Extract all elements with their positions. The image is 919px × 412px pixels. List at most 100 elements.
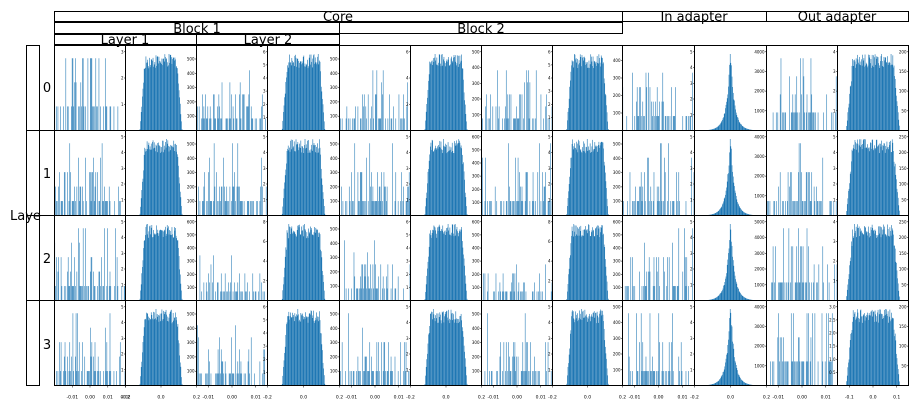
panel-frame [196,300,268,386]
x-tick-label: 0.00 [653,395,663,401]
x-tick-label: 0.2 [763,395,770,401]
histogram-bar [539,273,540,301]
histogram-bar [743,211,744,216]
y-tick-label: 3000 [754,154,765,159]
histogram-bar [361,264,363,301]
histogram-bar [178,340,179,386]
histogram-bar [313,235,314,301]
histogram-bar [85,106,86,131]
histogram-bar [852,310,854,386]
histogram-bar [317,54,319,131]
histogram-bar [93,201,95,216]
histogram-bar [588,67,589,131]
histogram-bar [312,58,314,131]
histogram-bar [365,201,367,216]
histogram-bar [828,313,829,386]
histogram-bar [600,315,602,386]
histogram-bar [873,67,875,131]
histogram-bar [310,226,311,301]
histogram-bar [444,146,445,216]
histogram-bar [875,321,877,386]
y-tick-label: 1000 [754,282,765,287]
histogram-bar [404,118,405,131]
y-tick-label: 1 [690,112,693,117]
histogram-bar [595,146,596,216]
histogram-bar [515,118,516,131]
histogram-bar [117,106,119,131]
histogram-bar [78,242,80,301]
histogram-bar [667,201,668,216]
histogram-bar [437,227,438,301]
histogram-bar [606,281,608,301]
histogram-bar [450,64,451,131]
histogram-bar [872,227,874,301]
histogram-bar [851,330,853,386]
histogram-bar [448,309,449,386]
histogram-bar [352,118,353,131]
histogram-bar [653,371,655,386]
histogram-bar [720,292,722,301]
y-tick-label: 200 [187,272,195,277]
histogram-bar [72,313,74,386]
histogram-bar [503,201,505,216]
histogram-bar [247,361,249,386]
histogram-bar [433,151,435,216]
histogram-bar [232,186,234,216]
histogram-bar [427,353,428,386]
histogram-bar [383,342,385,386]
histogram-bar [370,186,371,216]
histogram-bar [461,154,463,216]
histogram-bar [676,172,677,216]
histogram-bar [166,58,167,131]
histogram-bar [835,76,837,131]
histogram-panel-r3-c10: 0.51.01.52.02.53.0-0.01 0.00 0.01 [766,300,838,401]
row-label-2: 2 [43,252,51,267]
histogram-bar [295,57,297,131]
histogram-bar [299,321,301,386]
histogram-bar [150,149,151,216]
histogram-bar [116,257,118,301]
histogram-bar [848,279,849,301]
x-tick-label: 0.01 [536,395,546,401]
histogram-bar [155,234,156,301]
histogram-bar [597,225,599,301]
histogram-bar [78,371,79,386]
histogram-bar [219,186,220,216]
histogram-bar [590,152,592,216]
histogram-bar [884,60,885,131]
histogram-bar [749,214,750,216]
histogram-bar [461,227,462,301]
histogram-bar [293,66,295,131]
histogram-bar [827,264,828,301]
histogram-bar [876,139,878,216]
histogram-bar [873,311,875,386]
y-tick-label: 1 [121,282,124,287]
histogram-bar [237,361,239,386]
histogram-bar [297,142,299,216]
histogram-bar [809,282,810,301]
histogram-bar [772,246,774,301]
histogram-bar [575,318,577,386]
histogram-bar [406,106,408,131]
histogram-bar [871,54,873,131]
histogram-bar [873,311,874,386]
histogram-bar [286,230,288,301]
histogram-bar [549,201,550,216]
y-tick-label: 1 [406,285,409,290]
histogram-bar [588,224,590,301]
histogram-bar [428,80,429,131]
histogram-bar [105,201,107,216]
histogram-bar [281,128,283,131]
y-tick-label: 400 [330,241,338,246]
histogram-bar [787,361,789,386]
histogram-bar [310,64,311,131]
histogram-bar [164,149,166,216]
histogram-bar [260,186,261,216]
histogram-bar [65,371,67,386]
histogram-bar [675,286,676,301]
histogram-bar [857,312,859,386]
histogram-bar [430,235,432,301]
histogram-bar [224,291,225,301]
histogram-bar [78,106,80,131]
histogram-bar [358,201,359,216]
